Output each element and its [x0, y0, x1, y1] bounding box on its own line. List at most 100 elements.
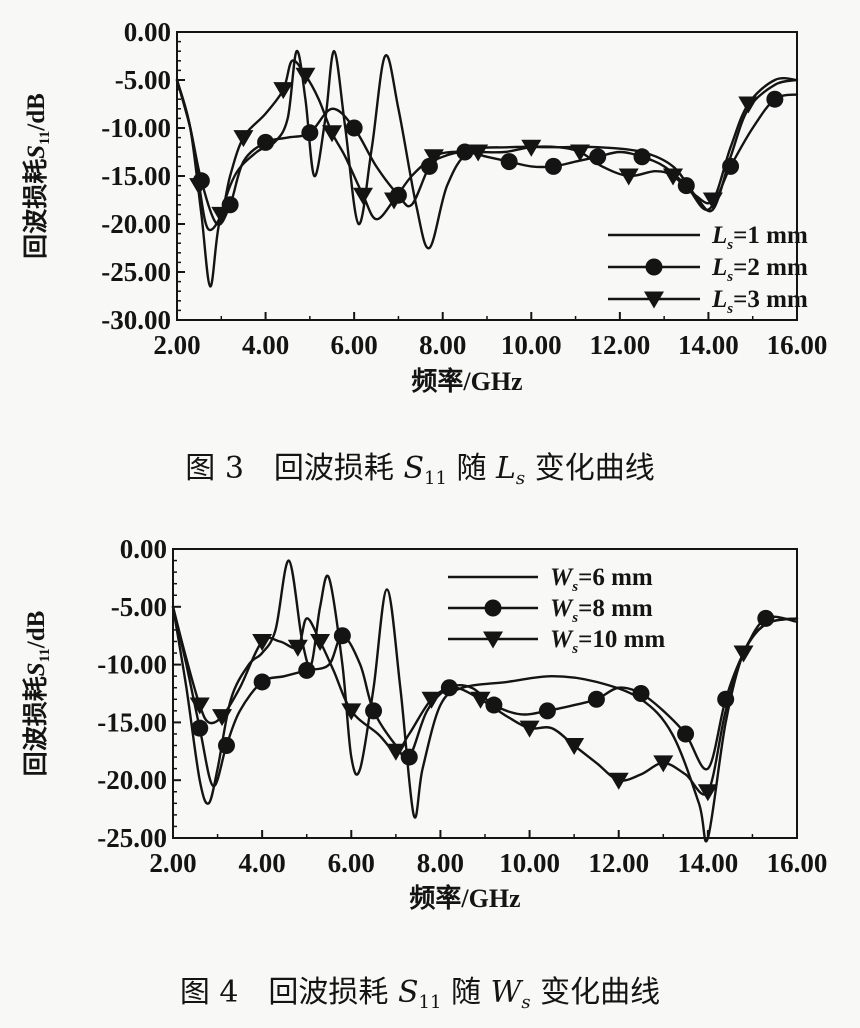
- x-tick-label: 4.00: [239, 848, 286, 878]
- data-point-marker: [544, 157, 562, 175]
- data-point-marker: [253, 673, 271, 691]
- y-tick-label: 0.00: [120, 534, 167, 564]
- y-tick-label: -30.00: [101, 305, 171, 335]
- x-tick-label: 16.00: [767, 848, 828, 878]
- x-tick-label: 8.00: [417, 848, 464, 878]
- data-point-marker: [233, 130, 254, 148]
- data-point-marker: [310, 633, 331, 651]
- legend-label: Ls=2 mm: [711, 254, 808, 285]
- y-tick-label: -10.00: [97, 650, 167, 680]
- data-point-marker: [333, 627, 351, 645]
- data-point-marker: [677, 177, 695, 195]
- x-tick-label: 14.00: [677, 848, 738, 878]
- x-tick-label: 6.00: [328, 848, 375, 878]
- y-axis-label: 回波损耗S11/dB: [22, 611, 53, 777]
- y-tick-label: -10.00: [101, 113, 171, 143]
- legend-label: Ls=3 mm: [711, 286, 808, 317]
- data-point-marker: [564, 738, 585, 756]
- data-point-marker: [252, 633, 273, 651]
- series-line: [175, 49, 799, 288]
- x-tick-label: 8.00: [419, 330, 466, 360]
- y-tick-label: -5.00: [115, 65, 171, 95]
- caption-figure-3: 图 3 回波损耗 S11 随 Ls 变化曲线: [185, 451, 654, 489]
- data-point-marker: [677, 725, 695, 743]
- legend-marker: [483, 631, 503, 649]
- y-tick-label: -20.00: [101, 209, 171, 239]
- x-tick-label: 16.00: [767, 330, 828, 360]
- data-point-marker: [345, 119, 363, 137]
- data-point-marker: [212, 709, 233, 727]
- data-point-marker: [298, 661, 316, 679]
- chart-s11-vs-ls: -30.00 -25.00 -20.00 -15.00 -10.00 -5.00 0.00 2…: [22, 17, 827, 396]
- x-tick-label: 2.00: [149, 848, 196, 878]
- data-point-marker: [702, 192, 723, 210]
- data-point-marker: [738, 96, 759, 114]
- y-tick-label: -25.00: [97, 823, 167, 853]
- y-tick-label: -15.00: [101, 161, 171, 191]
- data-point-marker: [633, 148, 651, 166]
- x-axis-label: 频率/GHz: [409, 883, 520, 913]
- data-point-marker: [273, 82, 294, 100]
- caption-figure-4: 图 4 回波损耗 S11 随 Ws 变化曲线: [180, 975, 660, 1013]
- x-tick-label: 2.00: [153, 330, 200, 360]
- series-1: [175, 49, 799, 288]
- x-tick-label: 12.00: [589, 330, 650, 360]
- legend-label: Ws=10 mm: [550, 626, 665, 657]
- x-tick-label: 4.00: [242, 330, 289, 360]
- x-tick-label: 6.00: [331, 330, 378, 360]
- data-point-marker: [766, 90, 784, 108]
- x-tick-label: 10.00: [501, 330, 562, 360]
- data-point-marker: [295, 67, 316, 85]
- legend-marker: [645, 258, 663, 276]
- series-2: [171, 605, 799, 788]
- data-point-marker: [421, 691, 442, 709]
- data-point-marker: [663, 168, 683, 186]
- data-point-marker: [733, 645, 754, 663]
- data-point-marker: [322, 125, 342, 143]
- data-point-marker: [468, 144, 489, 162]
- data-point-marker: [521, 139, 542, 157]
- x-axis-label: 频率/GHz: [411, 366, 522, 396]
- legend-label: Ls=1 mm: [711, 222, 808, 253]
- legend-label: Ws=8 mm: [550, 595, 653, 626]
- data-point-marker: [470, 691, 491, 709]
- chart-s11-vs-ws: -25.00 -20.00 -15.00 -10.00 -5.00 0.00 2.00 4.0…: [22, 534, 827, 913]
- data-point-marker: [608, 772, 629, 790]
- data-point-marker: [341, 703, 362, 721]
- plot-frame: [176, 31, 798, 321]
- data-point-marker: [519, 720, 540, 738]
- x-tick-label: 10.00: [499, 848, 560, 878]
- data-point-marker: [587, 690, 605, 708]
- data-point-marker: [217, 737, 235, 755]
- y-tick-label: -15.00: [97, 707, 167, 737]
- legend-marker: [644, 291, 664, 309]
- y-tick-label: 0.00: [124, 17, 171, 47]
- data-point-marker: [384, 192, 404, 210]
- data-point-marker: [189, 697, 210, 715]
- y-tick-label: -25.00: [101, 257, 171, 287]
- data-point-marker: [365, 702, 383, 720]
- data-point-marker: [353, 187, 373, 205]
- series-3: [175, 59, 799, 232]
- data-point-marker: [191, 719, 209, 737]
- data-point-marker: [287, 639, 308, 657]
- series-line: [171, 559, 799, 843]
- data-point-marker: [500, 153, 518, 171]
- y-axis-label: 回波损耗S11/dB: [22, 93, 53, 259]
- x-tick-label: 12.00: [588, 848, 649, 878]
- data-point-marker: [385, 743, 406, 761]
- legend-marker: [484, 599, 502, 617]
- data-point-marker: [189, 178, 210, 196]
- data-point-marker: [400, 748, 418, 766]
- series-line: [175, 59, 799, 232]
- data-point-marker: [717, 690, 735, 708]
- data-point-marker: [653, 755, 674, 773]
- y-tick-label: -5.00: [111, 592, 167, 622]
- data-point-marker: [423, 149, 444, 167]
- y-tick-label: -20.00: [97, 765, 167, 795]
- data-point-marker: [257, 133, 275, 151]
- data-point-marker: [211, 206, 232, 224]
